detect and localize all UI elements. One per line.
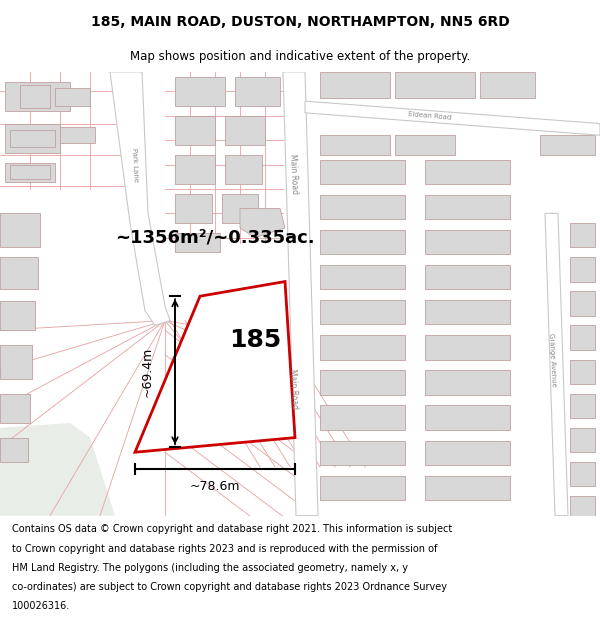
Text: 185, MAIN ROAD, DUSTON, NORTHAMPTON, NN5 6RD: 185, MAIN ROAD, DUSTON, NORTHAMPTON, NN5… <box>91 14 509 29</box>
Polygon shape <box>320 335 405 359</box>
Polygon shape <box>0 438 28 462</box>
Polygon shape <box>320 265 405 289</box>
Text: Eldean Road: Eldean Road <box>408 111 452 121</box>
Polygon shape <box>320 476 405 500</box>
Polygon shape <box>175 116 215 145</box>
Polygon shape <box>175 194 212 223</box>
Polygon shape <box>235 77 280 106</box>
Polygon shape <box>570 326 595 350</box>
Text: Park Lane: Park Lane <box>131 148 139 182</box>
Polygon shape <box>425 335 510 359</box>
Polygon shape <box>10 131 55 147</box>
Polygon shape <box>225 155 262 184</box>
Polygon shape <box>425 441 510 465</box>
Polygon shape <box>0 423 115 516</box>
Polygon shape <box>135 281 295 452</box>
Polygon shape <box>110 72 170 326</box>
Polygon shape <box>425 195 510 219</box>
Polygon shape <box>0 301 35 331</box>
Polygon shape <box>5 124 60 153</box>
Polygon shape <box>5 82 70 111</box>
Polygon shape <box>10 164 50 179</box>
Polygon shape <box>395 72 475 98</box>
Polygon shape <box>320 406 405 430</box>
Polygon shape <box>0 394 30 423</box>
Polygon shape <box>425 300 510 324</box>
Polygon shape <box>225 116 265 145</box>
Polygon shape <box>175 232 220 253</box>
Text: Grange Avenue: Grange Avenue <box>548 332 556 387</box>
Polygon shape <box>570 223 595 248</box>
Polygon shape <box>540 135 595 155</box>
Text: ~1356m²/~0.335ac.: ~1356m²/~0.335ac. <box>115 229 315 247</box>
Polygon shape <box>395 135 455 155</box>
Polygon shape <box>20 84 50 108</box>
Polygon shape <box>570 496 595 516</box>
Text: Contains OS data © Crown copyright and database right 2021. This information is : Contains OS data © Crown copyright and d… <box>12 524 452 534</box>
Polygon shape <box>320 370 405 395</box>
Polygon shape <box>55 89 90 106</box>
Polygon shape <box>570 462 595 486</box>
Polygon shape <box>240 208 285 238</box>
Polygon shape <box>320 72 390 98</box>
Polygon shape <box>480 72 535 98</box>
Polygon shape <box>545 213 568 516</box>
Polygon shape <box>425 406 510 430</box>
Polygon shape <box>222 194 258 223</box>
Text: to Crown copyright and database rights 2023 and is reproduced with the permissio: to Crown copyright and database rights 2… <box>12 544 437 554</box>
Polygon shape <box>175 77 225 106</box>
Polygon shape <box>425 265 510 289</box>
Polygon shape <box>570 359 595 384</box>
Polygon shape <box>570 394 595 418</box>
Polygon shape <box>0 257 38 289</box>
Polygon shape <box>320 300 405 324</box>
Polygon shape <box>425 159 510 184</box>
Polygon shape <box>425 476 510 500</box>
Text: Main Road: Main Road <box>289 154 299 194</box>
Polygon shape <box>320 135 390 155</box>
Text: Map shows position and indicative extent of the property.: Map shows position and indicative extent… <box>130 49 470 62</box>
Polygon shape <box>425 230 510 254</box>
Polygon shape <box>425 370 510 395</box>
Polygon shape <box>320 441 405 465</box>
Text: co-ordinates) are subject to Crown copyright and database rights 2023 Ordnance S: co-ordinates) are subject to Crown copyr… <box>12 582 447 592</box>
Polygon shape <box>570 428 595 452</box>
Polygon shape <box>0 345 32 379</box>
Text: ~69.4m: ~69.4m <box>140 347 154 397</box>
Text: HM Land Registry. The polygons (including the associated geometry, namely x, y: HM Land Registry. The polygons (includin… <box>12 562 408 572</box>
Polygon shape <box>320 159 405 184</box>
Polygon shape <box>283 72 318 516</box>
Polygon shape <box>570 257 595 281</box>
Polygon shape <box>5 162 55 182</box>
Text: 185: 185 <box>229 328 281 352</box>
Polygon shape <box>570 291 595 316</box>
Polygon shape <box>60 127 95 143</box>
Text: 100026316.: 100026316. <box>12 601 70 611</box>
Text: ~78.6m: ~78.6m <box>190 480 240 493</box>
Polygon shape <box>0 213 40 248</box>
Polygon shape <box>305 101 600 135</box>
Text: Main Road: Main Road <box>289 369 299 409</box>
Polygon shape <box>320 195 405 219</box>
Polygon shape <box>320 230 405 254</box>
Polygon shape <box>175 155 215 184</box>
